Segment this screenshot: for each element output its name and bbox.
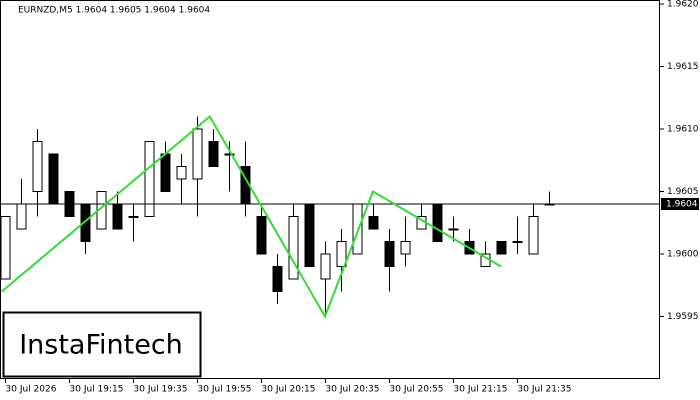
x-tick-label: 30 Jul 21:35 (518, 385, 572, 395)
pattern-line (1, 114, 502, 319)
x-tick-label: 30 Jul 21:15 (454, 385, 508, 395)
y-tick-label: 1.9620 (667, 0, 699, 10)
y-tick-label: 1.9615 (667, 62, 699, 72)
candle-body (192, 128, 203, 180)
candle-body (0, 216, 11, 280)
y-tick-label: 1.9605 (667, 187, 699, 197)
candle-body (128, 216, 139, 218)
y-tick-label: 1.9600 (667, 250, 699, 260)
y-tick-label: 1.9595 (667, 312, 699, 322)
candle-body (384, 241, 395, 267)
candle-body (160, 153, 171, 192)
candle-body (144, 141, 155, 217)
candle-body (304, 203, 315, 267)
candle-body (448, 228, 459, 231)
candle-body (224, 153, 235, 156)
candle-body (32, 141, 43, 192)
logo-box (2, 311, 202, 378)
candle-body (272, 266, 283, 292)
candle-body (48, 153, 59, 205)
chart-title: EURNZD,M5 1.9604 1.9605 1.9604 1.9604 (18, 6, 210, 16)
candle-body (112, 203, 123, 230)
candle-body (496, 241, 507, 255)
candle-body (320, 253, 331, 280)
x-tick-label: 30 Jul 20:55 (390, 385, 444, 395)
candle-body (432, 203, 443, 242)
last-price-label: 1.9604 (666, 200, 698, 210)
candle-body (16, 203, 27, 230)
candle-body (256, 216, 267, 255)
candle-body (400, 241, 411, 255)
y-tick-label: 1.9610 (667, 125, 699, 135)
candle-body (528, 216, 539, 255)
last-price-box (661, 198, 699, 210)
candle-body (352, 203, 363, 255)
x-tick-label: 30 Jul 19:15 (70, 385, 124, 395)
x-tick-label: 30 Jul 2026 (6, 385, 57, 395)
x-tick-label: 30 Jul 20:15 (262, 385, 316, 395)
candle-body (368, 216, 379, 230)
logo: InstaFintech (19, 330, 183, 361)
candle-body (512, 241, 523, 243)
candle-body (176, 166, 187, 180)
x-tick-label: 30 Jul 19:35 (134, 385, 188, 395)
x-tick-label: 30 Jul 20:35 (326, 385, 380, 395)
x-tick-label: 30 Jul 19:55 (198, 385, 252, 395)
candle-body (336, 241, 347, 267)
candle-body (288, 216, 299, 280)
candle-body (208, 141, 219, 167)
